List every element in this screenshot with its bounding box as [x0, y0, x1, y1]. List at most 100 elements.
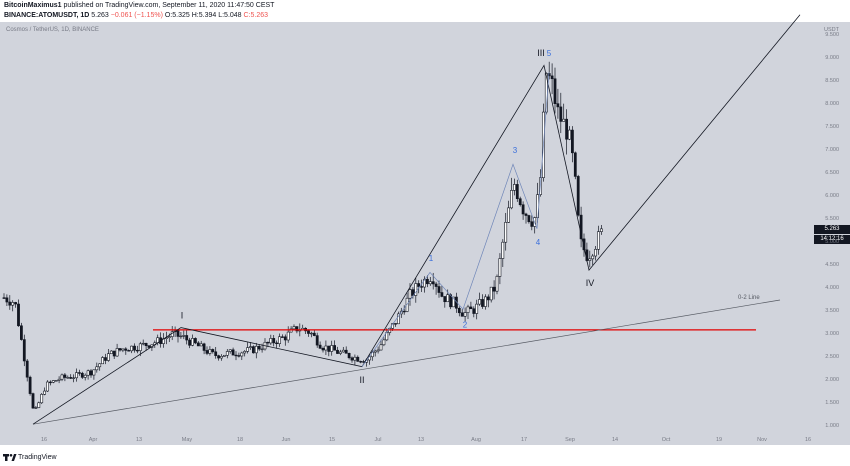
candle-body: [80, 372, 84, 378]
zero-two-line: [32, 299, 781, 425]
candle-body: [527, 215, 531, 223]
candle-body: [176, 330, 180, 337]
candle-body: [60, 374, 64, 380]
candle-body: [112, 350, 116, 357]
candle-body: [182, 335, 186, 337]
candle-body: [141, 342, 145, 345]
candle-body: [428, 281, 432, 285]
candle-body: [501, 241, 505, 259]
candle-body: [402, 310, 406, 313]
candle-body: [130, 345, 134, 352]
candle-body: [231, 349, 235, 356]
candle-body: [344, 349, 348, 354]
x-tick-label: Sep: [565, 437, 575, 443]
x-tick-label: Jun: [281, 437, 291, 443]
candle-body: [356, 356, 360, 362]
wave-label-primary: I: [181, 310, 184, 320]
candle-body: [498, 258, 502, 277]
x-tick-label: Apr: [88, 437, 98, 443]
author-name[interactable]: BitcoinMaximus1: [4, 2, 62, 9]
candle-body: [521, 204, 525, 215]
candle-body: [8, 301, 12, 306]
candle-body: [194, 338, 197, 344]
candle-body: [254, 345, 258, 354]
y-tick-label: 1.000: [825, 422, 839, 429]
candle-body: [353, 356, 357, 361]
candle-body: [167, 336, 171, 338]
candle-body: [286, 331, 290, 341]
candle-body: [43, 390, 47, 395]
candle-body: [524, 213, 528, 216]
candle-body: [338, 351, 342, 354]
candle-body: [214, 351, 218, 356]
wave-label-sub: 2: [463, 321, 468, 330]
close-value: C:5.263: [243, 12, 269, 19]
wave-label-sub: 5: [547, 49, 552, 58]
candle-body: [478, 299, 482, 305]
candle-body: [14, 302, 18, 305]
candle-body: [2, 297, 6, 299]
wave-label-sub: 3: [513, 146, 518, 155]
candle-body: [376, 349, 380, 352]
change-value: −0.061 (−1.15%): [110, 12, 163, 19]
candle-body: [228, 349, 232, 352]
wave-label-primary: III: [537, 48, 545, 58]
candle-body: [202, 343, 206, 351]
candle-body: [588, 258, 592, 261]
footer: TradingView: [0, 450, 850, 466]
tradingview-logo-icon[interactable]: [3, 453, 17, 462]
y-tick-label: 9.000: [825, 54, 839, 61]
candle-body: [46, 381, 49, 392]
candle-body: [327, 345, 331, 352]
candle-body: [31, 393, 35, 409]
y-tick-label: 5.500: [825, 215, 839, 222]
symbol-info: BINANCE:ATOMUSDT, 1D 5.263 −0.061 (−1.15…: [4, 11, 268, 20]
footer-brand[interactable]: TradingView: [18, 454, 57, 461]
publish-text: published on TradingView.com, September …: [63, 2, 275, 9]
candle-body: [515, 184, 519, 200]
candle-body: [63, 374, 67, 378]
chart-area[interactable]: [0, 22, 850, 445]
candle-body: [449, 294, 453, 308]
candle-body: [425, 278, 429, 285]
candle-body: [292, 326, 296, 330]
candle-body: [257, 345, 261, 350]
x-tick-label: 13: [417, 437, 425, 443]
candle-body: [556, 103, 560, 108]
x-tick-label: 18: [236, 437, 244, 443]
candle-body: [95, 366, 99, 371]
candle-body: [405, 297, 409, 312]
open-value: O:5.325: [164, 12, 190, 19]
y-tick-label: 4.000: [825, 284, 839, 291]
candle-body: [223, 354, 226, 357]
x-tick-label: Nov: [757, 437, 767, 443]
candle-body: [463, 312, 467, 317]
candle-body: [208, 349, 212, 354]
y-tick-label: 7.000: [825, 146, 839, 153]
candle-body: [341, 349, 345, 353]
candle-body: [196, 342, 200, 347]
candle-body: [472, 308, 476, 314]
candle-body: [336, 349, 339, 354]
candle-body: [237, 355, 241, 357]
candle-body: [469, 306, 473, 310]
candle-body: [138, 343, 142, 352]
candle-body: [280, 336, 284, 338]
candle-body: [394, 323, 397, 325]
y-tick-label: 7.500: [825, 123, 839, 130]
candle-body: [594, 248, 598, 257]
candle-body: [460, 312, 464, 317]
candle-body: [507, 207, 511, 223]
trend-line-label: 0-2 Line: [738, 295, 760, 301]
candle-body: [570, 129, 574, 154]
y-tick-label: 8.000: [825, 100, 839, 107]
symbol-name: BINANCE:ATOMUSDT, 1D: [4, 12, 90, 19]
candle-body: [481, 299, 484, 307]
candle-body: [562, 118, 566, 122]
candle-body: [423, 278, 426, 288]
x-tick-label: Aug: [471, 437, 481, 443]
y-tick-label: 6.000: [825, 192, 839, 199]
candle-body: [269, 338, 273, 344]
candle-body: [188, 339, 192, 346]
